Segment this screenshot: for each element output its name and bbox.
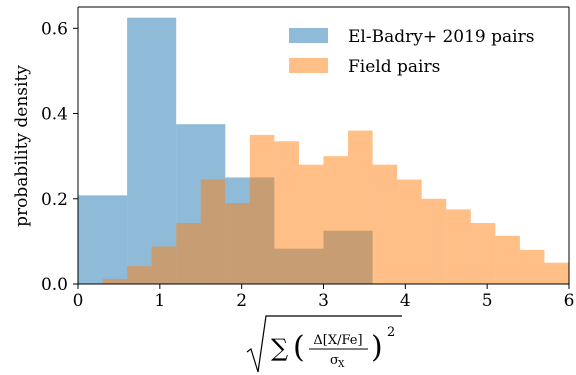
sqrt-sign [246, 315, 402, 373]
bar-series1-bin8 [298, 164, 324, 284]
x-tick-label: 3 [318, 291, 329, 311]
x-label-left-paren: ( [293, 330, 305, 365]
bar-series1-bin16 [495, 235, 520, 284]
x-axis-label: ∑ ( Δ[X/Fe] σ X ) 2 [246, 315, 402, 373]
y-tick-label: 0.4 [41, 105, 68, 125]
ticks-layer: 0 1 2 3 4 5 6 0.0 0.2 0.4 0.6 [41, 19, 574, 311]
x-label-sigma-subscript: X [338, 360, 345, 370]
x-tick-label: 2 [236, 291, 247, 311]
bar-series1-bin1 [127, 266, 152, 284]
bar-series1-bin5 [225, 203, 250, 284]
bar-series1-bin15 [470, 223, 496, 284]
y-tick-label: 0.0 [41, 275, 68, 295]
bar-series0-bin0 [78, 195, 128, 284]
bar-series1-bin10 [348, 130, 373, 284]
x-label-right-paren: ) [371, 330, 383, 365]
bar-series1-bin0 [102, 278, 128, 284]
bars-layer [78, 17, 569, 285]
x-label-sigma: σ [330, 353, 339, 368]
bar-series1-bin18 [544, 262, 569, 284]
bar-series1-bin2 [151, 246, 177, 284]
bar-series1-bin11 [372, 164, 398, 284]
x-tick-label: 0 [73, 291, 84, 311]
bar-series1-bin6 [249, 134, 275, 284]
y-tick-label: 0.2 [41, 190, 68, 210]
y-tick-label: 0.6 [41, 19, 68, 39]
legend-swatch-field [289, 58, 328, 73]
legend: El-Badry+ 2019 pairs Field pairs [289, 27, 534, 77]
x-tick-label: 6 [564, 291, 575, 311]
legend-label-field: Field pairs [348, 57, 440, 77]
x-label-sum-symbol: ∑ [271, 334, 288, 362]
x-tick-label: 4 [400, 291, 411, 311]
bar-series1-bin13 [421, 198, 447, 284]
bar-series1-bin17 [519, 249, 545, 284]
bar-series1-bin4 [200, 179, 226, 284]
x-tick-label: 5 [482, 291, 493, 311]
x-label-numerator: Δ[X/Fe] [313, 333, 362, 348]
legend-swatch-el-badry [289, 28, 328, 43]
x-tick-label: 1 [154, 291, 165, 311]
bar-series1-bin12 [397, 179, 422, 284]
x-label-exponent: 2 [387, 325, 395, 340]
bar-series1-bin7 [274, 141, 299, 284]
bar-series1-bin3 [176, 223, 201, 284]
legend-label-el-badry: El-Badry+ 2019 pairs [348, 27, 534, 47]
bar-series0-bin1 [127, 17, 177, 285]
bar-series1-bin9 [323, 156, 349, 284]
bar-series1-bin14 [446, 209, 471, 284]
y-axis-label: probability density [12, 65, 32, 227]
